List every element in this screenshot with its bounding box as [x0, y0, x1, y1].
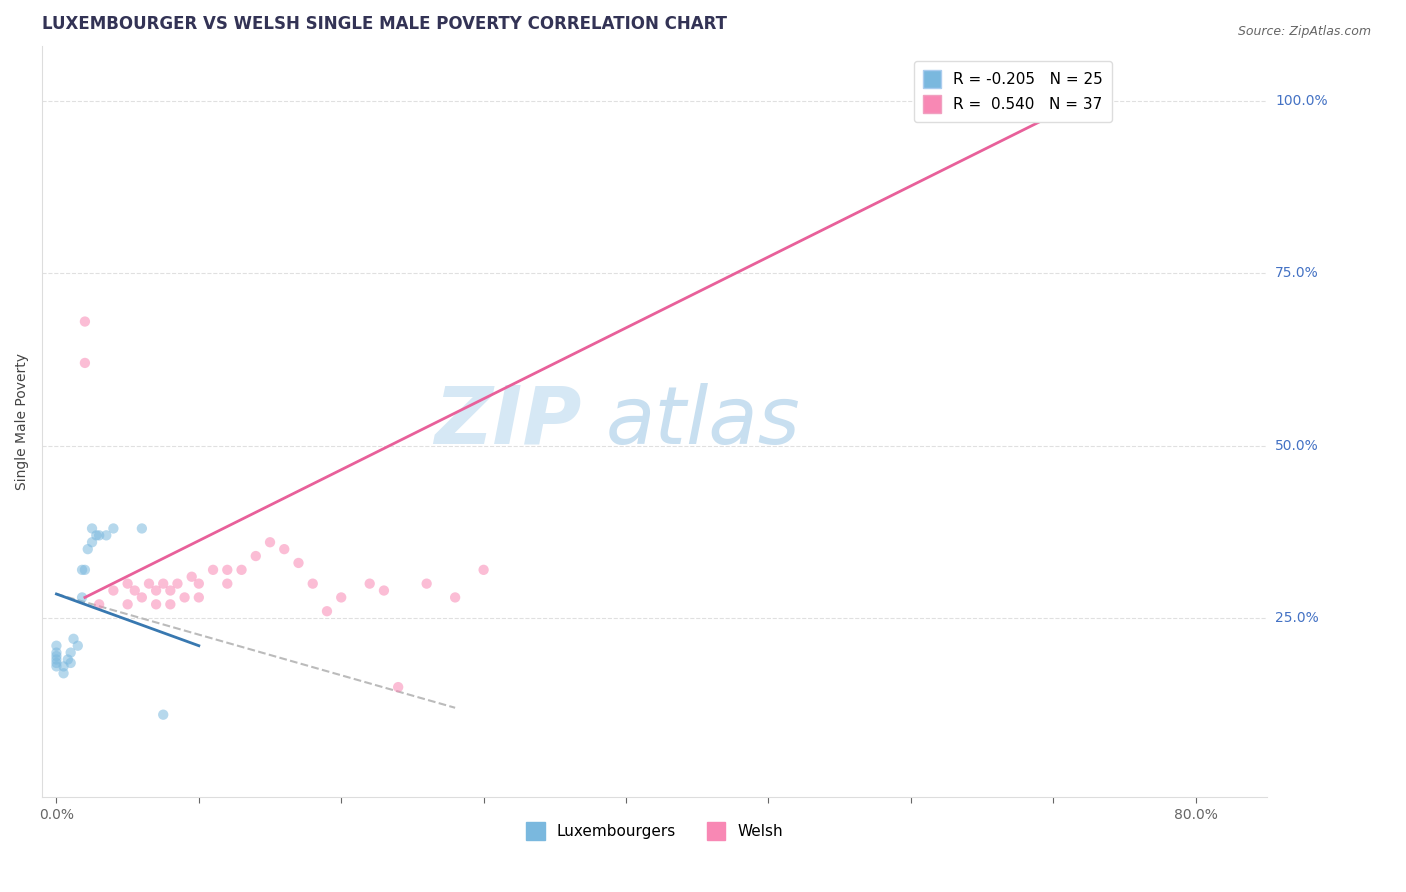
Point	[52, 666, 75, 681]
Point	[45, 652, 67, 666]
Text: ZIP: ZIP	[433, 383, 581, 460]
Point	[316, 604, 339, 618]
Point	[231, 563, 253, 577]
Point	[70, 591, 93, 605]
Point	[73, 356, 96, 370]
Point	[245, 549, 267, 563]
Point	[287, 556, 309, 570]
Text: 50.0%: 50.0%	[1275, 439, 1319, 453]
Text: 100.0%: 100.0%	[1275, 94, 1327, 108]
Point	[89, 528, 111, 542]
Point	[138, 576, 160, 591]
Text: 75.0%: 75.0%	[1275, 267, 1319, 280]
Text: LUXEMBOURGER VS WELSH SINGLE MALE POVERTY CORRELATION CHART: LUXEMBOURGER VS WELSH SINGLE MALE POVERT…	[42, 15, 727, 33]
Point	[73, 314, 96, 328]
Point	[45, 656, 67, 670]
Point	[159, 583, 181, 598]
Point	[131, 591, 153, 605]
Point	[70, 563, 93, 577]
Point	[56, 652, 79, 666]
Point	[96, 528, 118, 542]
Point	[84, 528, 107, 542]
Y-axis label: Single Male Poverty: Single Male Poverty	[15, 353, 30, 490]
Point	[173, 591, 195, 605]
Point	[80, 521, 103, 535]
Point	[80, 535, 103, 549]
Point	[62, 632, 84, 646]
Point	[103, 521, 125, 535]
Text: 25.0%: 25.0%	[1275, 611, 1319, 625]
Point	[472, 563, 495, 577]
Point	[117, 576, 139, 591]
Point	[273, 542, 295, 557]
Point	[131, 521, 153, 535]
Point	[117, 597, 139, 611]
Point	[217, 576, 239, 591]
Point	[152, 707, 174, 722]
Point	[166, 576, 188, 591]
Point	[159, 597, 181, 611]
Point	[45, 639, 67, 653]
Point	[387, 680, 409, 694]
Point	[259, 535, 281, 549]
Point	[59, 656, 82, 670]
Point	[1070, 94, 1092, 108]
Point	[52, 659, 75, 673]
Point	[45, 646, 67, 660]
Point	[45, 648, 67, 663]
Point	[103, 583, 125, 598]
Point	[73, 563, 96, 577]
Point	[152, 576, 174, 591]
Point	[145, 583, 167, 598]
Point	[124, 583, 146, 598]
Point	[187, 591, 209, 605]
Point	[89, 597, 111, 611]
Point	[45, 659, 67, 673]
Point	[202, 563, 225, 577]
Point	[330, 591, 353, 605]
Point	[187, 576, 209, 591]
Point	[76, 542, 98, 557]
Point	[59, 646, 82, 660]
Text: Source: ZipAtlas.com: Source: ZipAtlas.com	[1237, 25, 1371, 38]
Point	[415, 576, 437, 591]
Text: atlas: atlas	[606, 383, 800, 460]
Legend: Luxembourgers, Welsh: Luxembourgers, Welsh	[520, 816, 789, 847]
Point	[359, 576, 381, 591]
Point	[444, 591, 467, 605]
Point	[373, 583, 395, 598]
Point	[180, 570, 202, 584]
Point	[145, 597, 167, 611]
Point	[301, 576, 323, 591]
Point	[217, 563, 239, 577]
Point	[66, 639, 89, 653]
